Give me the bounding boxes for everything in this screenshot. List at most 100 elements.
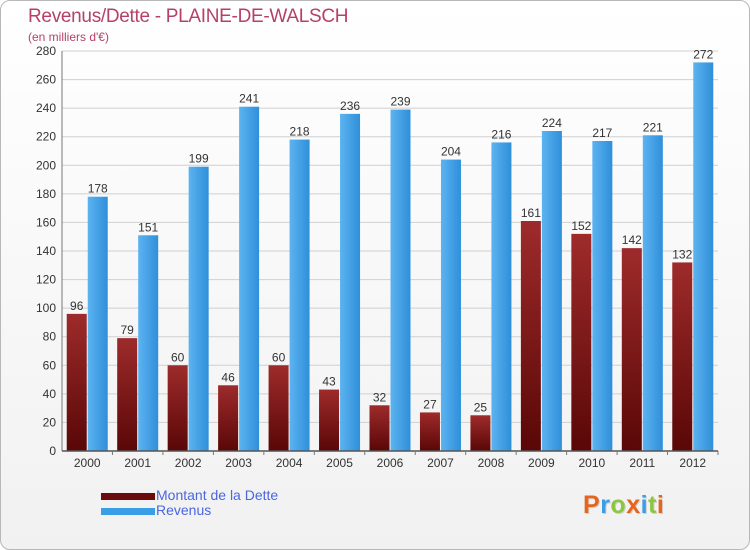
data-label-revenus-2000: 178 [88, 182, 108, 196]
y-tick-label-160: 160 [36, 215, 56, 229]
data-label-debt-2010: 152 [571, 219, 591, 233]
bar-revenus-2001 [138, 235, 159, 451]
labels-layer: 96 178 79 151 60 199 46 241 60 218 43 236 32 239 27 204… [70, 47, 714, 414]
x-tick-label-2001: 2001 [124, 456, 151, 470]
bar-revenus-2007 [440, 159, 461, 452]
y-tick-label-80: 80 [43, 330, 57, 344]
y-tick-label-20: 20 [43, 415, 57, 429]
legend-swatch-debt [101, 493, 155, 500]
data-label-debt-2007: 27 [423, 397, 437, 411]
bar-revenus-2009 [541, 131, 562, 451]
data-label-debt-2002: 60 [171, 350, 185, 364]
bar-revenus-2005 [340, 113, 361, 451]
legend-swatch-revenus [101, 508, 155, 515]
data-label-revenus-2007: 204 [441, 145, 461, 159]
bar-revenus-2003 [239, 106, 260, 451]
y-tick-label-120: 120 [36, 273, 56, 287]
bar-debt-2001 [117, 338, 138, 451]
legend-label-revenus: Revenus [156, 502, 212, 518]
bar-revenus-2012 [693, 62, 714, 452]
data-label-revenus-2005: 236 [340, 99, 360, 113]
x-tick-label-2009: 2009 [528, 456, 555, 470]
x-tick-label-2005: 2005 [326, 456, 353, 470]
x-tick-label-2007: 2007 [427, 456, 454, 470]
x-tick-label-2000: 2000 [74, 456, 101, 470]
x-tick-label-2006: 2006 [377, 456, 404, 470]
bar-debt-2007 [419, 412, 440, 451]
axis-layer: 0 20 40 60 80 100 120 140 160 180 200 220 240 260 280 2… [36, 44, 719, 470]
x-tick-label-2010: 2010 [578, 456, 605, 470]
data-label-revenus-2012: 272 [693, 47, 713, 61]
data-label-debt-2006: 32 [373, 390, 387, 404]
bar-revenus-2000 [87, 196, 108, 451]
bar-debt-2003 [218, 385, 239, 451]
bar-debt-2010 [571, 233, 592, 451]
bar-revenus-2002 [188, 166, 209, 451]
data-label-debt-2012: 132 [672, 247, 692, 261]
bars-layer [66, 62, 714, 452]
data-label-revenus-2009: 224 [542, 116, 562, 130]
data-label-debt-2011: 142 [622, 233, 642, 247]
bar-debt-2011 [621, 248, 642, 451]
logo-letter: P [583, 491, 601, 519]
logo-letter: x [626, 491, 641, 519]
data-label-debt-2004: 60 [272, 350, 286, 364]
logo-letter: r [600, 491, 611, 519]
y-tick-label-180: 180 [36, 187, 56, 201]
x-tick-label-2004: 2004 [276, 456, 303, 470]
chart-subtitle: (en milliers d'€) [28, 30, 109, 44]
y-tick-label-280: 280 [36, 44, 56, 58]
data-label-revenus-2001: 151 [138, 220, 158, 234]
x-tick-label-2008: 2008 [478, 456, 505, 470]
bar-revenus-2010 [592, 141, 613, 451]
x-tick-label-2003: 2003 [225, 456, 252, 470]
data-label-revenus-2008: 216 [491, 127, 511, 141]
y-tick-label-240: 240 [36, 101, 56, 115]
y-tick-label-40: 40 [43, 387, 57, 401]
y-tick-label-140: 140 [36, 244, 56, 258]
data-label-revenus-2003: 241 [239, 92, 259, 106]
chart-title: Revenus/Dette - PLAINE-DE-WALSCH [28, 6, 349, 27]
legend-label-debt: Montant de la Dette [156, 487, 279, 503]
data-label-debt-2009: 161 [521, 206, 541, 220]
y-tick-label-260: 260 [36, 73, 56, 87]
y-tick-label-60: 60 [43, 358, 57, 372]
bar-debt-2002 [167, 365, 188, 451]
data-label-revenus-2010: 217 [592, 126, 612, 140]
data-label-revenus-2006: 239 [390, 95, 410, 109]
grid-layer [62, 50, 718, 452]
bar-debt-2008 [470, 415, 491, 451]
data-label-revenus-2011: 221 [643, 120, 663, 134]
logo-letter: i [656, 491, 665, 519]
y-tick-label-200: 200 [36, 158, 56, 172]
bar-debt-2004 [268, 365, 289, 451]
data-label-debt-2008: 25 [474, 400, 488, 414]
proxiti-logo: Proxiti [583, 491, 664, 520]
data-label-debt-2000: 96 [70, 299, 84, 313]
data-label-revenus-2004: 218 [290, 125, 310, 139]
data-label-debt-2003: 46 [221, 370, 235, 384]
bar-debt-2012 [672, 262, 693, 451]
bar-revenus-2004 [289, 139, 310, 452]
data-label-debt-2001: 79 [121, 323, 135, 337]
y-tick-label-100: 100 [36, 301, 56, 315]
logo-letter: t [648, 491, 657, 519]
x-tick-label-2002: 2002 [175, 456, 202, 470]
logo-letter: o [610, 491, 627, 519]
bar-revenus-2006 [390, 109, 411, 452]
x-tick-label-2011: 2011 [629, 456, 655, 470]
bar-debt-2006 [369, 405, 390, 451]
data-label-debt-2005: 43 [322, 375, 336, 389]
bar-debt-2000 [66, 313, 87, 451]
bar-revenus-2008 [491, 142, 512, 451]
y-tick-label-0: 0 [49, 444, 56, 458]
bar-debt-2005 [319, 389, 340, 451]
bar-debt-2009 [520, 221, 541, 451]
x-tick-label-2012: 2012 [679, 456, 706, 470]
bar-revenus-2011 [642, 135, 663, 452]
y-tick-label-220: 220 [36, 130, 56, 144]
data-label-revenus-2002: 199 [189, 152, 209, 166]
logo-letter: i [640, 491, 649, 519]
